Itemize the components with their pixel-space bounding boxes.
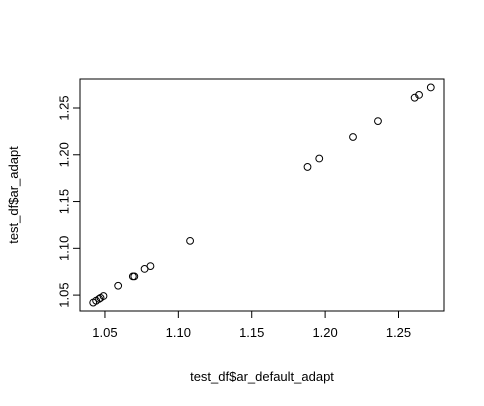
x-tick-label: 1.15 bbox=[239, 325, 264, 340]
data-points bbox=[89, 83, 435, 307]
plot-box bbox=[79, 78, 445, 312]
data-point bbox=[99, 292, 108, 300]
x-tick-label: 1.10 bbox=[166, 325, 191, 340]
x-tick-label: 1.25 bbox=[386, 325, 411, 340]
data-point bbox=[426, 83, 435, 92]
data-point bbox=[303, 163, 312, 171]
y-axis: 1.05 1.10 1.15 1.20 1.25 bbox=[57, 95, 81, 308]
y-tick-label: 1.25 bbox=[57, 95, 72, 120]
data-point bbox=[130, 272, 139, 281]
data-point bbox=[186, 236, 194, 245]
data-point bbox=[374, 117, 382, 125]
x-axis: 1.05 1.10 1.15 1.20 1.25 bbox=[92, 310, 411, 340]
x-axis-label: test_df$ar_default_adapt bbox=[190, 369, 334, 384]
y-tick-label: 1.15 bbox=[57, 189, 72, 214]
data-point bbox=[114, 281, 123, 290]
y-axis-label: test_df$ar_adapt bbox=[6, 146, 21, 244]
data-point bbox=[315, 154, 324, 163]
y-tick-label: 1.05 bbox=[57, 282, 72, 307]
y-tick-label: 1.20 bbox=[57, 142, 72, 167]
x-tick-label: 1.20 bbox=[312, 325, 337, 340]
x-tick-label: 1.05 bbox=[92, 325, 117, 340]
data-point bbox=[349, 133, 357, 141]
data-point bbox=[146, 262, 155, 270]
y-tick-label: 1.10 bbox=[57, 236, 72, 261]
data-point bbox=[415, 91, 423, 99]
